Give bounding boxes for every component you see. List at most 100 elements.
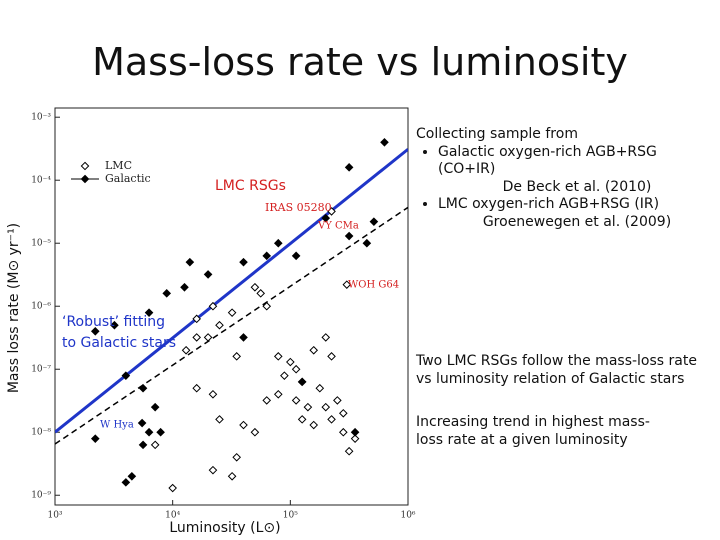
data-point xyxy=(90,434,100,443)
data-point xyxy=(344,231,354,241)
data-point xyxy=(315,383,325,393)
data-point xyxy=(309,345,319,355)
data-point xyxy=(273,238,283,248)
data-point xyxy=(121,478,131,487)
fit-line xyxy=(55,148,408,434)
sample-note: Collecting sample from Galactic oxygen-r… xyxy=(416,126,716,231)
data-point xyxy=(273,352,283,361)
annotation: WOH G64 xyxy=(348,280,399,291)
data-point xyxy=(138,440,148,450)
y-tick-label: 10⁻⁹ xyxy=(31,491,51,501)
data-point xyxy=(327,207,336,216)
data-point xyxy=(291,251,301,261)
legend-marker xyxy=(80,161,90,171)
data-point xyxy=(262,396,272,405)
plot-frame xyxy=(54,107,409,506)
x-tick-label: 10³ xyxy=(47,511,62,521)
y-tick-label: 10⁻⁵ xyxy=(31,239,51,249)
data-point xyxy=(342,280,352,289)
data-point xyxy=(227,471,237,481)
data-point xyxy=(203,270,213,279)
note-ref: De Beck et al. (2010) xyxy=(502,178,652,195)
y-tick-label: 10⁻⁸ xyxy=(31,428,51,438)
x-axis-label: Luminosity (L⊙) xyxy=(169,520,280,536)
data-point xyxy=(339,408,348,418)
legend-marker xyxy=(80,174,90,184)
data-point xyxy=(203,333,213,342)
data-point xyxy=(192,314,201,324)
data-point xyxy=(181,345,191,355)
remark: Two LMC RSGs follow the mass-loss rate v… xyxy=(416,353,697,387)
data-point xyxy=(239,257,248,267)
data-point xyxy=(239,333,248,342)
legend-label: Galactic xyxy=(105,172,151,185)
data-point xyxy=(321,213,331,223)
annotation: VY CMa xyxy=(317,221,359,232)
y-tick-label: 10⁻⁷ xyxy=(31,365,51,375)
data-point xyxy=(339,427,348,437)
data-point xyxy=(362,238,372,248)
x-tick-label: 10⁵ xyxy=(283,511,298,521)
data-point xyxy=(273,389,283,399)
data-point xyxy=(180,282,189,292)
fit-line xyxy=(55,206,408,445)
data-point xyxy=(144,427,154,437)
note-list: Galactic oxygen-rich AGB+RSG (CO+IR)De B… xyxy=(416,144,716,232)
data-point xyxy=(327,352,336,361)
data-point xyxy=(256,289,266,298)
note-item: Galactic oxygen-rich AGB+RSG (CO+IR)De B… xyxy=(438,144,716,197)
data-point xyxy=(250,282,260,292)
data-point xyxy=(215,415,224,424)
note-intro: Collecting sample from xyxy=(416,126,578,142)
data-point xyxy=(380,137,389,147)
data-point xyxy=(297,415,307,424)
data-point xyxy=(208,301,218,311)
data-point xyxy=(280,371,289,380)
note-text: LMC oxygen-rich AGB+RSG (IR) xyxy=(438,196,660,212)
data-point xyxy=(369,217,379,226)
data-point xyxy=(321,333,331,342)
annotation: LMC RSGs xyxy=(215,178,286,194)
x-tick-label: 10⁴ xyxy=(165,511,180,521)
data-point xyxy=(309,420,319,430)
data-point xyxy=(162,289,172,298)
data-point xyxy=(344,163,354,172)
annotation: W Hya xyxy=(100,420,134,431)
plot-area xyxy=(55,137,408,493)
data-point xyxy=(321,402,331,412)
y-axis-label: Mass loss rate (M⊙ yr⁻¹) xyxy=(6,223,22,393)
data-point xyxy=(121,371,131,380)
data-point xyxy=(303,402,313,412)
note-text: Galactic oxygen-rich AGB+RSG (CO+IR) xyxy=(438,143,657,178)
data-point xyxy=(227,308,237,317)
annotation: to Galactic stars xyxy=(62,335,176,351)
data-point xyxy=(333,396,342,405)
data-point xyxy=(138,383,148,393)
data-point xyxy=(297,377,307,387)
y-tick-label: 10⁻³ xyxy=(31,113,51,123)
x-tick-label: 10⁶ xyxy=(400,511,415,521)
data-point xyxy=(250,427,260,437)
data-point xyxy=(192,383,201,393)
data-point xyxy=(208,465,218,475)
data-point xyxy=(344,446,354,456)
remark: Increasing trend in highest mass-loss ra… xyxy=(416,414,650,448)
data-point xyxy=(291,364,301,374)
data-point xyxy=(90,326,100,336)
data-point xyxy=(291,396,301,405)
note-ref: Groenewegen et al. (2009) xyxy=(482,213,672,230)
slide-title: Mass-loss rate vs luminosity xyxy=(92,40,628,84)
annotation: IRAS 05280 xyxy=(265,201,332,214)
data-point xyxy=(350,434,360,443)
y-tick-label: 10⁻⁴ xyxy=(31,176,51,186)
data-point xyxy=(232,453,241,462)
data-point xyxy=(262,301,272,311)
data-point xyxy=(137,418,147,428)
data-point xyxy=(110,320,119,330)
data-point xyxy=(239,420,248,430)
data-point xyxy=(286,357,295,367)
annotation: ‘Robust’ fitting xyxy=(62,314,165,330)
y-tick-label: 10⁻⁶ xyxy=(31,302,51,312)
